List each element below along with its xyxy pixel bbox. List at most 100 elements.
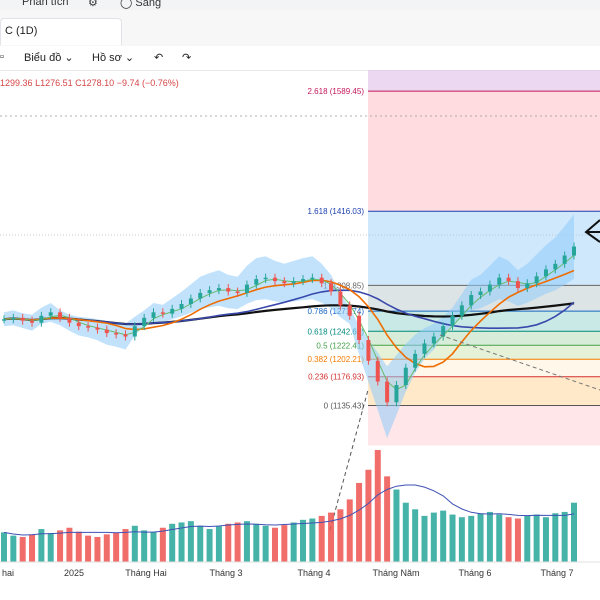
candle-body bbox=[198, 292, 203, 299]
volume-ma-line bbox=[3, 484, 575, 536]
volume-bar bbox=[253, 523, 260, 562]
ohlc-readout: 1299.36 L1276.51 C1278.10 −9.74 (−0.76%) bbox=[0, 78, 179, 88]
candle-body bbox=[282, 281, 287, 284]
close-label: C bbox=[75, 78, 82, 88]
price-chart[interactable]: 2.618 (1589.45) 1.618 (1416.03) 1 (1308.85… bbox=[0, 70, 600, 600]
indicator-icon[interactable]: ▫ bbox=[0, 51, 4, 63]
candle-body bbox=[366, 340, 371, 361]
volume-bar bbox=[271, 527, 278, 562]
fib-level-label: 2.618 (1589.45) bbox=[308, 87, 365, 96]
candle-body bbox=[459, 305, 464, 316]
fib-zone-top bbox=[368, 70, 600, 92]
volume-bar bbox=[430, 512, 437, 562]
candle-body bbox=[525, 283, 530, 289]
candle-body bbox=[301, 279, 306, 282]
redo-icon[interactable]: ↷ bbox=[182, 52, 192, 64]
volume-bar bbox=[234, 522, 241, 562]
top-bar: Phân tích ⚙ ◯ Sáng bbox=[0, 0, 600, 10]
chevron-down-icon: ⌄ bbox=[64, 52, 74, 64]
x-tick-label: Tháng Năm bbox=[372, 568, 419, 578]
candle-body bbox=[441, 326, 446, 337]
candle-body bbox=[562, 255, 567, 264]
candle-body bbox=[450, 315, 455, 327]
volume-bar bbox=[571, 502, 577, 562]
candle-body bbox=[422, 343, 427, 354]
volume-bar bbox=[10, 535, 17, 562]
volume-bar bbox=[150, 531, 157, 562]
volume-bar bbox=[187, 521, 194, 562]
volume-bar bbox=[1, 532, 7, 562]
fib-level-label: 0.382 (1202.21) bbox=[308, 355, 365, 364]
fib-level-label: 0.236 (1176.93) bbox=[308, 373, 364, 382]
volume-bar bbox=[542, 517, 549, 562]
x-tick-label: hai bbox=[2, 568, 14, 578]
volume-bar bbox=[178, 522, 185, 562]
candle-body bbox=[226, 288, 231, 292]
x-tick-label: Tháng 7 bbox=[540, 568, 573, 578]
candle-body bbox=[375, 360, 380, 382]
candle-body bbox=[469, 295, 474, 306]
fib-zone-band bbox=[368, 331, 600, 346]
volume-bar bbox=[402, 502, 409, 562]
volume-bar bbox=[374, 450, 381, 562]
volume-bar bbox=[356, 482, 363, 562]
tab-symbol[interactable]: C (1D) bbox=[0, 18, 122, 45]
candle-body bbox=[95, 327, 100, 330]
theme-toggle[interactable]: ◯ Sáng bbox=[120, 0, 161, 9]
candle-body bbox=[487, 284, 492, 292]
change-value: −9.74 (−0.76%) bbox=[116, 78, 179, 88]
low-label: L bbox=[35, 78, 41, 88]
candle-body bbox=[329, 283, 334, 292]
x-tick-label: 2025 bbox=[64, 568, 84, 578]
candle-body bbox=[160, 312, 165, 314]
profile-button[interactable]: Hồ sơ ⌄ bbox=[92, 51, 134, 64]
chevron-down-icon: ⌄ bbox=[124, 52, 135, 64]
low-value: 1276.51 bbox=[40, 78, 73, 88]
candle-body bbox=[310, 277, 315, 280]
volume-bar bbox=[552, 513, 559, 562]
volume-bar bbox=[468, 515, 475, 562]
profile-label: Hồ sơ bbox=[92, 52, 122, 64]
x-tick-label: Tháng 3 bbox=[209, 568, 242, 578]
volume-bar bbox=[449, 514, 456, 562]
candle-body bbox=[478, 291, 483, 295]
volume-bar bbox=[561, 511, 568, 562]
volume-bar bbox=[337, 509, 344, 562]
chart-type-label: Biểu đồ bbox=[24, 52, 62, 64]
candle-body bbox=[385, 381, 390, 403]
candle-body bbox=[431, 336, 436, 344]
chart-type-button[interactable]: Biểu đồ ⌄ bbox=[24, 51, 74, 64]
volume-bar bbox=[440, 510, 447, 562]
volume-bar bbox=[19, 536, 26, 562]
volume-bar bbox=[131, 525, 138, 562]
fib-zone-bottom bbox=[368, 405, 600, 446]
candle-body bbox=[254, 279, 259, 285]
projection-line bbox=[439, 334, 600, 391]
volume-bar bbox=[281, 525, 288, 562]
candle-body bbox=[207, 290, 212, 293]
trend-line bbox=[329, 389, 369, 531]
gear-icon[interactable]: ⚙ bbox=[88, 0, 98, 9]
fib-zone-upper bbox=[368, 91, 600, 212]
candle-body bbox=[338, 291, 343, 306]
close-value: 1278.10 bbox=[81, 78, 115, 88]
volume-bar bbox=[384, 476, 391, 562]
ma-short-line bbox=[3, 269, 575, 368]
candle-body bbox=[553, 263, 558, 270]
fib-level-label: 1 (1308.85) bbox=[323, 281, 364, 290]
volume-bar bbox=[514, 518, 521, 562]
analysis-label[interactable]: Phân tích bbox=[22, 0, 69, 8]
undo-icon[interactable]: ↶ bbox=[154, 52, 164, 64]
volume-bar bbox=[309, 518, 316, 562]
candle-body bbox=[86, 326, 91, 328]
volume-bar bbox=[262, 525, 269, 562]
volume-bar bbox=[75, 531, 82, 562]
candle-body bbox=[319, 277, 324, 284]
candle-body bbox=[48, 312, 53, 316]
volume-bar bbox=[159, 527, 166, 562]
arrow-annotation-icon bbox=[584, 219, 600, 243]
candle-body bbox=[216, 288, 221, 291]
volume-bar bbox=[113, 533, 120, 562]
candle-body bbox=[347, 305, 352, 316]
volume-bar bbox=[393, 489, 400, 562]
